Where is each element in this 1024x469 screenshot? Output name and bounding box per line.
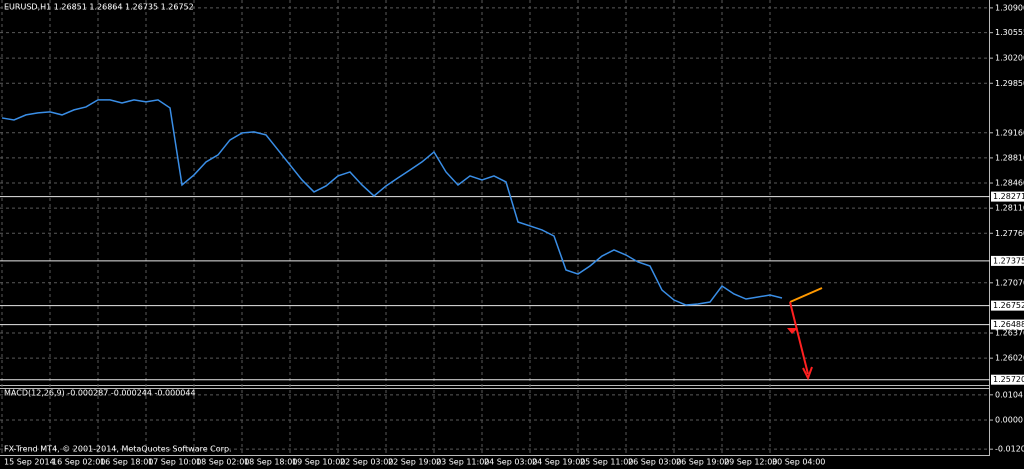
x-tick-label: 16 Sep 02:00 [52, 458, 105, 467]
y-tick-label: 1.28110 [995, 204, 1024, 213]
grid [0, 0, 990, 455]
x-tick-label: 18 Sep 02:00 [196, 458, 249, 467]
price-level-box [991, 300, 1024, 311]
x-tick-label: 26 Sep 03:00 [628, 458, 681, 467]
price-level-box [991, 319, 1024, 330]
price-level-box [991, 374, 1024, 385]
footer: FX-Trend MT4, © 2001-2014, MetaQuotes So… [4, 445, 232, 454]
chart-title: EURUSD,H1 1.26851 1.26864 1.26735 1.2675… [4, 3, 194, 12]
price-level-label: 1.26488 [993, 320, 1024, 329]
x-tick-label: 25 Sep 11:00 [580, 458, 633, 467]
y-tick-label: 1.30900 [995, 3, 1024, 12]
x-tick-label: 22 Sep 03:00 [340, 458, 393, 467]
price-level-label: 1.26752 [993, 301, 1024, 310]
forecast-arrow-down [789, 301, 809, 375]
marks [0, 99, 990, 381]
price-level-label: 1.28271 [993, 192, 1024, 201]
price-level-label: 1.25720 [993, 375, 1024, 384]
price-level-box [991, 255, 1024, 266]
x-tick-label: 26 Sep 19:00 [676, 458, 729, 467]
macd-title: MACD(12,26,9) -0.000287 -0.000244 -0.000… [4, 389, 196, 398]
x-tick-label: 15 Sep 2014 [4, 458, 55, 467]
x-tick-label: 24 Sep 19:00 [532, 458, 585, 467]
x-tick-label: 24 Sep 03:00 [484, 458, 537, 467]
y-tick-label: 1.28810 [995, 153, 1024, 162]
macd-tick-label: 0.0104 [995, 390, 1023, 399]
y-tick-label: 1.30555 [995, 28, 1024, 37]
x-tick-label: 29 Sep 12:00 [724, 458, 777, 467]
macd-tick-label: 0.0000 [995, 416, 1023, 425]
x-tick-label: 17 Sep 10:00 [148, 458, 201, 467]
x-tick-label: 30 Sep 04:00 [772, 458, 825, 467]
y-tick-label: 1.26370 [995, 329, 1024, 338]
price-line [1, 99, 783, 306]
y-tick-label: 1.29850 [995, 79, 1024, 88]
x-tick-label: 23 Sep 11:00 [436, 458, 489, 467]
y-tick-label: 1.28460 [995, 179, 1024, 188]
x-tick-label: 18 Sep 18:00 [244, 458, 297, 467]
forecast-arrow-up [789, 287, 823, 303]
y-tick-label: 1.29160 [995, 128, 1024, 137]
x-tick-label: 22 Sep 19:00 [388, 458, 441, 467]
y-tick-label: 1.26020 [995, 354, 1024, 363]
price-level-label: 1.27375 [993, 256, 1024, 265]
price-level-box [991, 191, 1024, 202]
arrow-marker [787, 328, 798, 334]
y-tick-label: 1.27070 [995, 278, 1024, 287]
y-tick-label: 1.30200 [995, 54, 1024, 63]
x-tick-label: 16 Sep 18:00 [100, 458, 153, 467]
arrow-head [802, 366, 813, 381]
macd-tick-label: -0.0120 [995, 445, 1024, 454]
x-tick-label: 19 Sep 10:00 [292, 458, 345, 467]
y-tick-label: 1.27760 [995, 229, 1024, 238]
